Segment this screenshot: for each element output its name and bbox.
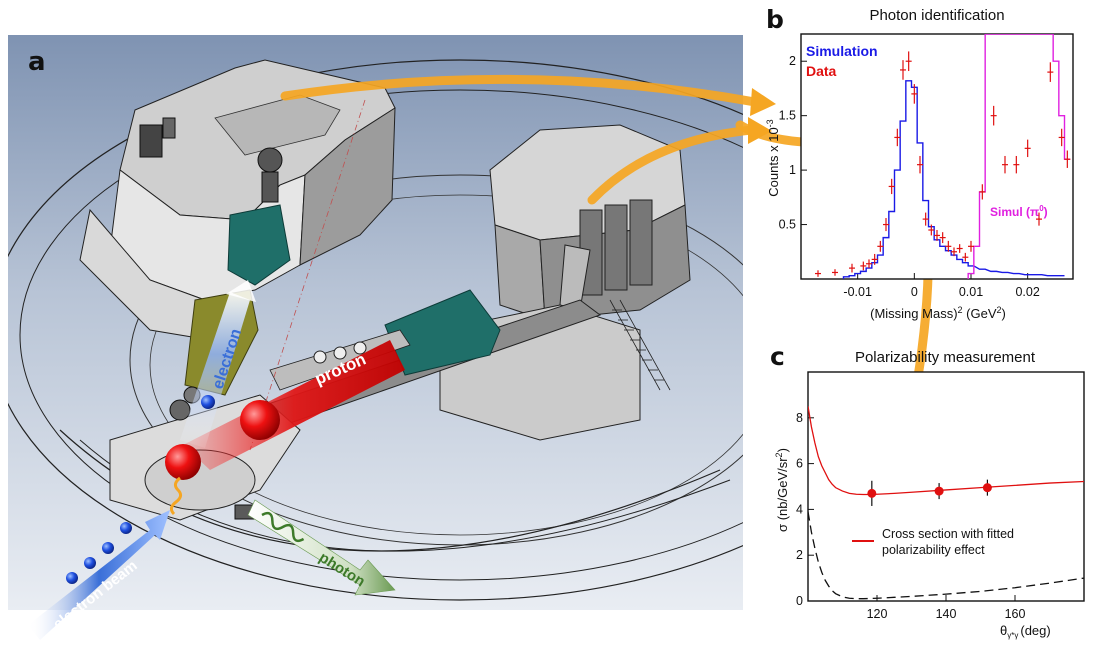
panel-c-series-1-dashed-line [808, 511, 1084, 600]
panel-c-series [808, 406, 1084, 600]
beam-electron-4 [120, 522, 132, 534]
panel-c-letter: c [770, 342, 785, 371]
panel-c-ytick-label-1: 2 [796, 548, 803, 562]
panel-b-series-2-point-18 [945, 240, 952, 252]
proton-track [183, 340, 405, 470]
panel-c-ylabel: σ (nb/GeV/sr2) [774, 448, 790, 532]
panel-c-legend-line2: polarizability effect [882, 543, 985, 557]
electron-ball-outgoing [201, 395, 215, 409]
panel-b-chart: b Photon identification -0.01 0 0.01 0.02 0.… [765, 5, 1074, 321]
panel-b-series-2-point-20 [956, 244, 963, 253]
panel-c-ytick-label-4: 8 [796, 411, 803, 425]
panel-b-series-2-point-0 [815, 270, 821, 277]
photon-wave-icon [261, 511, 305, 543]
panel-b-series-2-point-22 [968, 240, 974, 252]
panel-b-series-2-point-13 [917, 155, 923, 174]
panel-b-series-2-point-1 [832, 269, 838, 276]
panel-c-ytick-label-3: 6 [796, 457, 803, 471]
panel-b-series-2-point-9 [894, 128, 901, 147]
panel-b-series-2-point-6 [877, 240, 884, 252]
panel-b-series-2-point-19 [951, 247, 957, 257]
panel-b-series-2-point-4 [866, 259, 872, 269]
panel-c-series-2-point-1 [934, 483, 944, 500]
panel-b-series-2-point-17 [939, 232, 946, 244]
panel-b-pi0-label: Simul (π0) [990, 204, 1048, 219]
panel-b-series-2-point-27 [1024, 139, 1031, 158]
panel-b-xtick-label-0: -0.01 [843, 285, 872, 299]
photon-arrow [247, 499, 396, 596]
proton-ball-target [165, 444, 201, 480]
panel-c-ytick-label-2: 4 [796, 502, 803, 516]
left-spectrometer [79, 59, 396, 396]
panel-b-series-2-point-31 [1064, 150, 1071, 168]
panel-c-series-2-point-0 [867, 480, 877, 506]
panel-b-series-0-step-line [842, 80, 1065, 279]
electron-track [180, 292, 250, 448]
panel-b-series-2-point-7 [883, 218, 889, 232]
panel-c-xlabel: θγ*γ (deg) [1000, 623, 1051, 640]
beam-electron-3 [102, 542, 114, 554]
panel-c-legend-line1: Cross section with fitted [882, 527, 1014, 541]
panel-b-series-2-point-5 [871, 253, 878, 265]
beam-electron-2 [84, 557, 96, 569]
panel-b-ytick-label-2: 1.5 [779, 109, 796, 123]
panel-b-xtick-label-3: 0.02 [1015, 285, 1039, 299]
panel-c-series-0-line [808, 406, 1084, 496]
panel-b-plot-frame [800, 33, 1074, 280]
panel-b-ytick-label-1: 1 [789, 163, 796, 177]
panel-c-ticks: 120 140 160 0 2 4 6 8 [796, 411, 1025, 621]
panel-c-xtick-label-0: 120 [867, 607, 888, 621]
panel-b-series [815, 34, 1071, 279]
electron-arrowhead [226, 280, 256, 302]
panel-c-title: Polarizability measurement [855, 349, 1036, 366]
panel-b-series-2-point-28 [1036, 212, 1042, 226]
panel-c-xtick-label-2: 160 [1005, 607, 1026, 621]
beam-electron-1 [66, 572, 78, 584]
panel-b-series-2-point-10 [900, 60, 906, 80]
orange-arrow-to-b-upper [280, 74, 760, 107]
panel-b-xtick-label-2: 0.01 [959, 285, 983, 299]
panel-b-series-2-point-26 [1013, 155, 1020, 174]
panel-b-ylabel: Counts x 10-3 [765, 119, 781, 196]
panel-b-series-2-point-21 [962, 252, 969, 262]
orange-arrowhead-b-upper [750, 88, 776, 116]
panel-c-series-2-point-2 [982, 479, 992, 496]
panel-c-chart: c Polarizability measurement 120 140 160 0 2… [770, 342, 1085, 640]
panel-b-series-2-point-12 [911, 84, 918, 104]
panel-b-series-2-point-15 [928, 224, 935, 236]
panel-b-ytick-label-0: 0.5 [779, 218, 796, 232]
panel-b-xlabel: (Missing Mass)2 (GeV2) [870, 305, 1006, 321]
panel-b-series-2-point-16 [934, 230, 940, 241]
panel-b-series-2-point-29 [1047, 62, 1054, 82]
panel-b-series-2-point-14 [922, 212, 929, 226]
panel-c-plot-frame [807, 371, 1085, 602]
panel-b-ytick-label-3: 2 [789, 54, 796, 68]
panel-b-letter: b [766, 5, 784, 34]
panel-b-series-2-point-8 [888, 178, 895, 195]
panel-b-legend-simulation: Simulation [806, 43, 878, 59]
right-spectrometer [249, 124, 691, 441]
panel-b-series-2-point-30 [1058, 128, 1065, 147]
proton-ball-outgoing [240, 400, 280, 440]
panel-b-series-2-point-3 [860, 261, 867, 271]
panel-b-legend-data: Data [806, 63, 837, 79]
emitted-photon-wave [169, 476, 183, 516]
panel-c-ytick-label-0: 0 [796, 594, 803, 608]
panel-b-series-2-point-24 [990, 105, 997, 126]
panel-a-letter: a [28, 47, 46, 77]
panel-b-title: Photon identification [869, 7, 1004, 24]
electron-beam-arrow [28, 510, 170, 640]
orange-arrow-to-b-lower [587, 125, 757, 205]
panel-b-series-2-point-11 [905, 51, 912, 72]
panel-b-series-2-point-2 [849, 263, 855, 273]
panel-a-illustration: proton electron photon electron beam a [8, 35, 933, 640]
panel-b-xtick-label-1: 0 [911, 285, 918, 299]
panel-b-series-1-step-line [967, 34, 1071, 279]
panel-b-ticks: -0.01 0 0.01 0.02 0.5 1 1.5 2 [779, 54, 1040, 299]
panel-b-series-2-point-23 [979, 184, 986, 200]
panel-b-series-2-point-25 [1002, 155, 1008, 174]
panel-c-xtick-label-1: 140 [936, 607, 957, 621]
